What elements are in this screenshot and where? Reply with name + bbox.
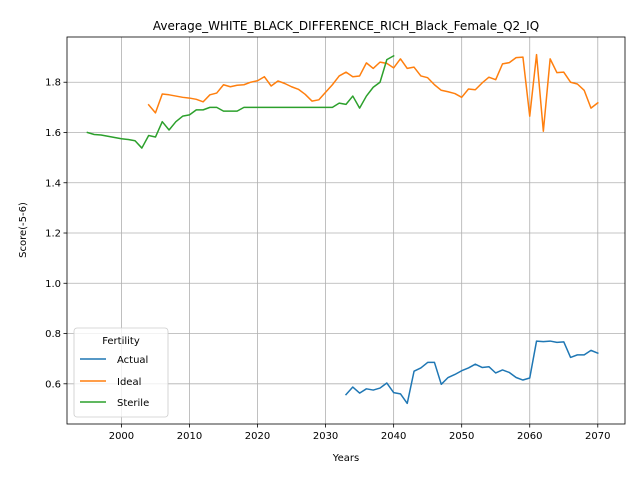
legend-label-actual: Actual [117,355,148,366]
y-tick-label: 1.0 [45,279,61,290]
x-axis-title: Years [332,453,359,464]
legend-box [73,327,169,418]
legend-label-sterile: Sterile [117,398,149,409]
x-tick-label: 2000 [109,431,134,442]
y-tick-label: 0.8 [45,329,61,340]
series-line-sterile [86,54,395,149]
x-tick-label: 2030 [313,431,338,442]
axis-ticks: 2000 2010 2020 2030 2040 2050 2060 2070 0.6 0.8 1.… [45,78,610,442]
y-tick-label: 1.6 [45,128,61,139]
x-tick-label: 2070 [585,431,610,442]
y-tick-label: 0.6 [45,379,61,390]
x-tick-label: 2010 [177,431,202,442]
x-tick-label: 2060 [517,431,542,442]
y-axis-title: Score(-5-6) [18,202,29,258]
x-tick-label: 2020 [245,431,270,442]
x-tick-label: 2050 [449,431,474,442]
series-line-actual [344,340,599,405]
series-line-ideal [147,53,599,132]
legend-label-ideal: Ideal [117,377,141,388]
legend-title: Fertility [102,336,140,347]
legend: Fertility Actual Ideal Sterile [73,327,169,418]
y-tick-label: 1.4 [45,178,61,189]
x-tick-label: 2040 [381,431,406,442]
series-lines [86,53,599,405]
y-tick-label: 1.2 [45,229,61,240]
plot-frame [66,36,626,425]
y-tick-label: 1.8 [45,78,61,89]
chart-title: Average_WHITE_BLACK_DIFFERENCE_RICH_Blac… [153,19,539,33]
